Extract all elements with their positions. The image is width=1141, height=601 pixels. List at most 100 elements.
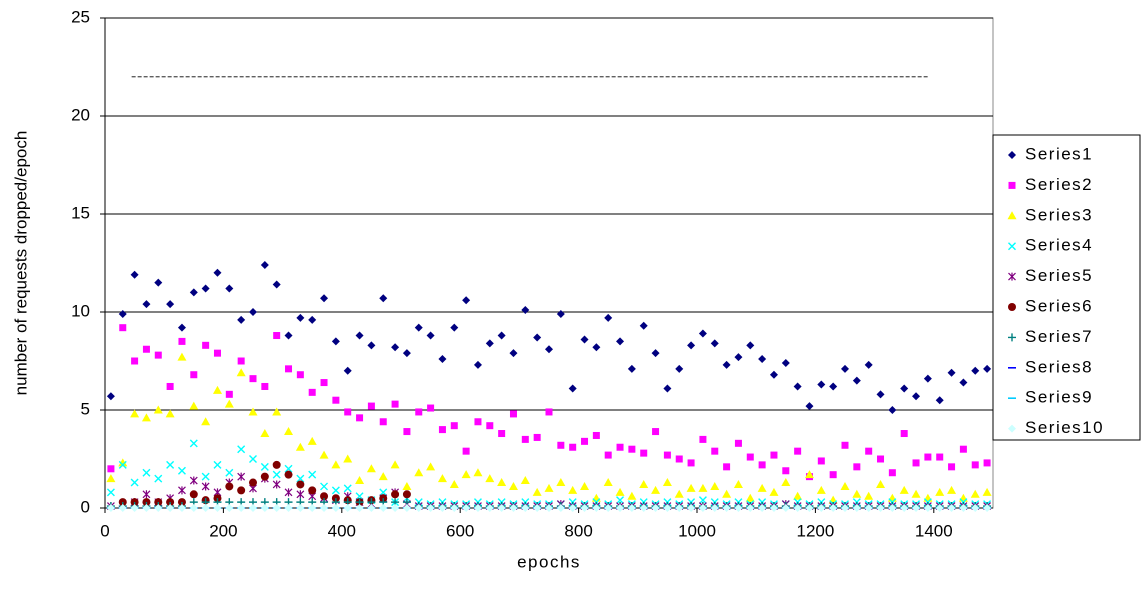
y-tick-label: 20	[71, 105, 90, 124]
data-point	[165, 409, 175, 418]
data-point	[201, 417, 211, 426]
data-point	[936, 453, 944, 461]
data-point	[237, 504, 246, 512]
data-point	[307, 436, 317, 445]
data-point	[628, 445, 636, 453]
data-point	[734, 353, 743, 362]
data-point	[970, 489, 980, 498]
data-point	[130, 478, 139, 487]
data-point	[202, 341, 210, 349]
data-point	[508, 481, 518, 490]
data-point	[817, 380, 826, 389]
data-point	[462, 504, 471, 512]
data-point	[308, 470, 317, 479]
data-point	[698, 496, 707, 505]
data-point	[663, 451, 671, 459]
data-point	[662, 478, 672, 487]
data-point	[615, 487, 625, 496]
data-point	[272, 407, 282, 416]
data-point	[568, 384, 577, 393]
data-point	[769, 487, 779, 496]
y-axis-label: number of requests dropped/epoch	[11, 131, 30, 396]
legend-label: Series6	[1025, 296, 1093, 315]
data-point	[829, 471, 837, 479]
data-point	[355, 476, 365, 485]
legend-label: Series4	[1025, 236, 1093, 255]
data-point	[841, 364, 849, 373]
data-point	[201, 482, 210, 491]
data-point	[804, 470, 814, 479]
data-point	[829, 382, 838, 391]
data-point	[591, 493, 601, 502]
data-point	[604, 504, 613, 512]
data-point	[320, 379, 328, 387]
data-point	[887, 493, 897, 502]
data-point	[923, 374, 932, 383]
data-point	[793, 382, 802, 391]
data-point	[923, 493, 933, 502]
data-point	[378, 472, 388, 481]
data-point	[379, 488, 388, 497]
data-point	[473, 360, 482, 369]
x-tick-label: 0	[100, 521, 109, 540]
data-point	[592, 343, 601, 352]
data-point	[225, 390, 233, 398]
data-point	[414, 504, 423, 512]
data-point	[841, 441, 849, 449]
data-point	[533, 504, 542, 512]
data-point	[402, 490, 411, 499]
legend-label: Series2	[1025, 175, 1093, 194]
data-point	[699, 435, 707, 443]
data-point	[852, 504, 861, 512]
data-point	[118, 460, 127, 469]
x-tick-label: 400	[328, 521, 356, 540]
data-point	[119, 324, 127, 332]
data-point	[248, 407, 258, 416]
plot-area	[104, 17, 994, 509]
data-point	[272, 504, 281, 512]
data-point	[355, 504, 364, 512]
data-point	[722, 489, 732, 498]
data-point	[189, 476, 198, 485]
data-point	[485, 474, 495, 483]
legend-label: Series3	[1025, 205, 1093, 224]
data-point	[569, 443, 577, 451]
data-point	[331, 337, 340, 346]
y-tick-label: 5	[81, 399, 90, 418]
data-point	[498, 430, 506, 438]
data-point	[426, 504, 435, 512]
data-point	[320, 294, 329, 303]
data-point	[935, 504, 944, 512]
x-axis-label: epochs	[517, 552, 581, 571]
data-point	[213, 349, 221, 357]
data-point	[260, 429, 270, 438]
data-point	[888, 504, 897, 512]
data-point	[580, 481, 590, 490]
data-point	[497, 478, 507, 487]
data-point	[581, 437, 589, 445]
data-point	[402, 481, 412, 490]
data-point	[213, 268, 222, 277]
x-tick-label: 1200	[796, 521, 834, 540]
data-point	[794, 447, 802, 455]
data-point	[224, 399, 234, 408]
data-point	[178, 486, 186, 495]
data-point	[758, 461, 766, 469]
x-tick-label: 800	[564, 521, 592, 540]
data-point	[450, 504, 459, 512]
data-point	[663, 384, 672, 393]
data-point	[592, 431, 600, 439]
data-point	[616, 443, 624, 451]
data-point	[840, 481, 850, 490]
data-point	[971, 461, 979, 469]
data-point	[331, 504, 340, 512]
data-point	[841, 504, 849, 512]
data-point	[190, 371, 198, 379]
data-point	[166, 504, 175, 512]
data-point	[391, 504, 400, 512]
data-point	[486, 422, 494, 430]
x-tick-label: 1400	[915, 521, 953, 540]
data-point	[284, 464, 293, 473]
data-point	[308, 486, 317, 495]
data-point	[437, 474, 447, 483]
